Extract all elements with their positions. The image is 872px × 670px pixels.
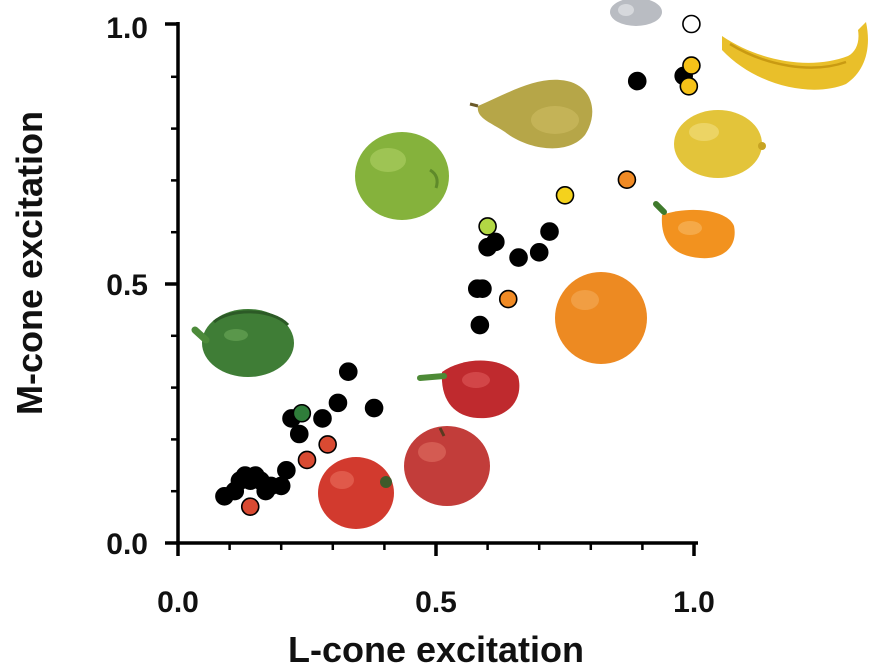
green-apple-image (355, 132, 449, 220)
data-point-s2-0 (292, 403, 312, 423)
data-point-s0-19 (473, 279, 492, 298)
red-pepper-image (417, 360, 520, 419)
data-point-s6-1 (682, 56, 701, 75)
data-point-s1-0 (240, 497, 260, 516)
x-axis-title: L-cone excitation (288, 629, 584, 670)
lemon-image (674, 110, 766, 178)
data-point-s0-14 (328, 393, 348, 413)
data-point-s0-9 (271, 476, 291, 496)
pear-image (469, 79, 593, 149)
data-point-s6-0 (679, 76, 699, 96)
data-point-s0-10 (277, 461, 296, 480)
data-point-s7-0 (682, 14, 701, 34)
data-point-s1-2 (318, 435, 337, 454)
data-point-s4-0 (498, 289, 518, 309)
data-point-s0-23 (529, 243, 549, 262)
y-tick-label-1: 1.0 (106, 12, 148, 45)
data-point-s0-16 (364, 398, 384, 418)
data-point-s0-13 (313, 409, 332, 428)
data-points (215, 14, 701, 516)
banana-image (722, 22, 868, 90)
red-apple-image (404, 426, 490, 506)
data-point-s4-1 (617, 170, 637, 189)
data-point-s0-25 (627, 71, 647, 91)
orange-pepper-image (653, 201, 735, 259)
data-point-s5-0 (555, 185, 575, 205)
data-point-s0-15 (338, 362, 358, 382)
fruit-illustrations (191, 0, 868, 529)
x-tick-label-0.5: 0.5 (415, 586, 457, 619)
orange-image (555, 272, 647, 364)
tomato-image (318, 457, 394, 529)
green-pepper-image (191, 309, 294, 377)
data-point-s0-24 (540, 222, 559, 241)
mouse-image (610, 0, 662, 26)
x-tick-label-0: 0.0 (157, 586, 199, 619)
data-point-s0-22 (509, 248, 528, 267)
data-point-s3-0 (478, 217, 497, 236)
x-tick-label-1: 1.0 (673, 586, 715, 619)
data-point-s1-1 (297, 450, 317, 470)
y-axis-title: M-cone excitation (9, 111, 50, 415)
minor-ticks (171, 75, 644, 550)
y-tick-label-0: 0.0 (106, 528, 148, 561)
data-point-s0-12 (289, 424, 309, 444)
axes: 0.0 0.5 1.0 0.0 0.5 1.0 L-cone excitatio… (9, 12, 715, 670)
data-point-s0-18 (470, 315, 490, 335)
y-tick-label-0.5: 0.5 (106, 269, 148, 302)
data-point-s0-21 (486, 232, 505, 252)
